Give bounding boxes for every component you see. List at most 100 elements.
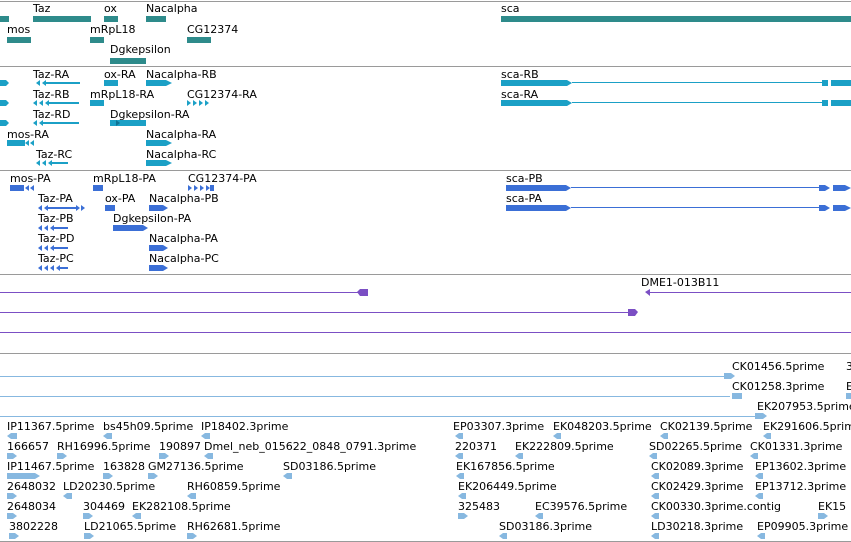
transcript-label[interactable]: mos-RA bbox=[7, 128, 49, 141]
protein-label[interactable]: CG12374-PA bbox=[188, 172, 257, 185]
gene-label[interactable]: mos bbox=[7, 23, 31, 36]
est-label[interactable]: CK01456.5prime bbox=[732, 360, 825, 373]
est-label[interactable]: EP13712.3prime bbox=[755, 480, 847, 493]
est-label[interactable]: EP13602.3prime bbox=[755, 460, 847, 473]
gene-feature[interactable] bbox=[110, 58, 146, 64]
gene-label[interactable]: CG12374 bbox=[187, 23, 239, 36]
est-label[interactable]: RH60859.5prime bbox=[187, 480, 281, 493]
protein-label[interactable]: Nacalpha-PB bbox=[149, 192, 219, 205]
est-label[interactable]: IP11367.5prime bbox=[7, 420, 95, 433]
est-label[interactable]: EP03307.3prime bbox=[453, 420, 545, 433]
est-label[interactable]: CK00330.3prime.contig bbox=[651, 500, 782, 513]
gene-label[interactable]: Taz bbox=[33, 2, 51, 15]
est-label[interactable]: 3 bbox=[846, 360, 851, 373]
est-label[interactable]: Dmel_neb_015622_0848_0791.3prime bbox=[204, 440, 417, 453]
est-label[interactable]: 190897 bbox=[159, 440, 201, 453]
gene-feature[interactable] bbox=[501, 16, 851, 22]
est-label[interactable]: RH62681.5prime bbox=[187, 520, 281, 533]
est-label[interactable]: CK01258.3prime bbox=[732, 380, 825, 393]
est-label[interactable]: EK282108.5prime bbox=[132, 500, 231, 513]
protein-label[interactable]: Dgkepsilon-PA bbox=[113, 212, 192, 225]
gene-feature[interactable] bbox=[187, 37, 211, 43]
est-label[interactable]: LD21065.5prime bbox=[84, 520, 177, 533]
transcript-label[interactable]: sca-RA bbox=[501, 88, 539, 101]
gene-feature[interactable] bbox=[146, 16, 166, 22]
protein-label[interactable]: Nacalpha-PA bbox=[149, 232, 218, 245]
est-label[interactable]: EK167856.5prime bbox=[456, 460, 555, 473]
protein-label[interactable]: Taz-PA bbox=[38, 192, 73, 205]
est-label[interactable]: 2648034 bbox=[7, 500, 56, 513]
track-divider-probes bbox=[0, 274, 851, 275]
est-label[interactable]: EK222809.5prime bbox=[515, 440, 614, 453]
est-label[interactable]: EC39576.5prime bbox=[535, 500, 628, 513]
protein-label[interactable]: sca-PA bbox=[506, 192, 542, 205]
transcript-label[interactable]: sca-RB bbox=[501, 68, 539, 81]
est-label[interactable]: 325483 bbox=[458, 500, 500, 513]
transcript-label[interactable]: Nacalpha-RB bbox=[146, 68, 217, 81]
est-label[interactable]: RH16996.5prime bbox=[57, 440, 151, 453]
gene-label[interactable]: sca bbox=[501, 2, 520, 15]
transcript-label[interactable]: mRpL18-RA bbox=[90, 88, 155, 101]
est-label[interactable]: CK02429.3prime bbox=[651, 480, 744, 493]
gene-feature[interactable] bbox=[90, 37, 104, 43]
est-label[interactable]: LD30218.3prime bbox=[651, 520, 744, 533]
transcript-label[interactable]: Dgkepsilon-RA bbox=[110, 108, 190, 121]
track-divider-ests bbox=[0, 353, 851, 354]
transcript-label[interactable]: Taz-RD bbox=[33, 108, 71, 121]
transcript-label[interactable]: Taz-RC bbox=[36, 148, 73, 161]
protein-label[interactable]: mRpL18-PA bbox=[93, 172, 156, 185]
probe-label[interactable]: DME1-013B11 bbox=[641, 276, 720, 289]
transcript-label[interactable]: Taz-RA bbox=[33, 68, 70, 81]
est-label[interactable]: IP18402.3prime bbox=[201, 420, 289, 433]
est-label[interactable]: SD03186.3prime bbox=[499, 520, 592, 533]
est-label[interactable]: CK02139.5prime bbox=[660, 420, 753, 433]
transcript-label[interactable]: CG12374-RA bbox=[187, 88, 257, 101]
transcript-label[interactable]: Taz-RB bbox=[33, 88, 70, 101]
protein-label[interactable]: mos-PA bbox=[10, 172, 51, 185]
est-label[interactable]: EK291606.5prime bbox=[763, 420, 851, 433]
protein-label[interactable]: Taz-PD bbox=[38, 232, 75, 245]
est-label[interactable]: IP11467.5prime bbox=[7, 460, 95, 473]
track-divider-transcripts bbox=[0, 66, 851, 67]
est-label[interactable]: EK206449.5prime bbox=[458, 480, 557, 493]
est-label[interactable]: 220371 bbox=[455, 440, 497, 453]
est-label[interactable]: bs45h09.5prime bbox=[103, 420, 194, 433]
protein-label[interactable]: Taz-PC bbox=[38, 252, 74, 265]
est-label[interactable]: 166657 bbox=[7, 440, 49, 453]
gene-feature[interactable] bbox=[33, 16, 91, 22]
transcript-label[interactable]: Nacalpha-RA bbox=[146, 128, 217, 141]
gene-label[interactable]: Nacalpha bbox=[146, 2, 198, 15]
est-label[interactable]: SD03186.5prime bbox=[283, 460, 376, 473]
gene-feature[interactable] bbox=[0, 16, 9, 22]
est-label[interactable]: EP09905.3prime bbox=[757, 520, 849, 533]
est-label[interactable]: SD02265.5prime bbox=[649, 440, 742, 453]
est-label[interactable]: CK01331.3prime bbox=[750, 440, 843, 453]
gene-feature[interactable] bbox=[7, 37, 31, 43]
gene-label[interactable]: mRpL18 bbox=[90, 23, 136, 36]
est-label[interactable]: GM27136.5prime bbox=[148, 460, 244, 473]
est-label[interactable]: LD20230.5prime bbox=[63, 480, 156, 493]
est-label[interactable]: EK15 bbox=[818, 500, 847, 513]
est-label[interactable]: 163828 bbox=[103, 460, 145, 473]
est-label[interactable]: EK048203.5prime bbox=[553, 420, 652, 433]
gene-label[interactable]: ox bbox=[104, 2, 117, 15]
gene-feature[interactable] bbox=[104, 16, 118, 22]
est-label[interactable]: E bbox=[846, 380, 851, 393]
protein-label[interactable]: ox-PA bbox=[105, 192, 136, 205]
protein-label[interactable]: sca-PB bbox=[506, 172, 543, 185]
track-divider-proteins bbox=[0, 170, 851, 171]
gene-label[interactable]: Dgkepsilon bbox=[110, 43, 171, 56]
transcript-label[interactable]: Nacalpha-RC bbox=[146, 148, 217, 161]
est-label[interactable]: 304469 bbox=[83, 500, 125, 513]
track-divider-genes bbox=[0, 1, 851, 2]
est-label[interactable]: CK02089.3prime bbox=[651, 460, 744, 473]
protein-label[interactable]: Nacalpha-PC bbox=[149, 252, 219, 265]
transcript-label[interactable]: ox-RA bbox=[104, 68, 136, 81]
est-label[interactable]: EK207953.5prime bbox=[757, 400, 851, 413]
est-label[interactable]: 3802228 bbox=[9, 520, 58, 533]
protein-label[interactable]: Taz-PB bbox=[38, 212, 74, 225]
est-label[interactable]: 2648032 bbox=[7, 480, 56, 493]
